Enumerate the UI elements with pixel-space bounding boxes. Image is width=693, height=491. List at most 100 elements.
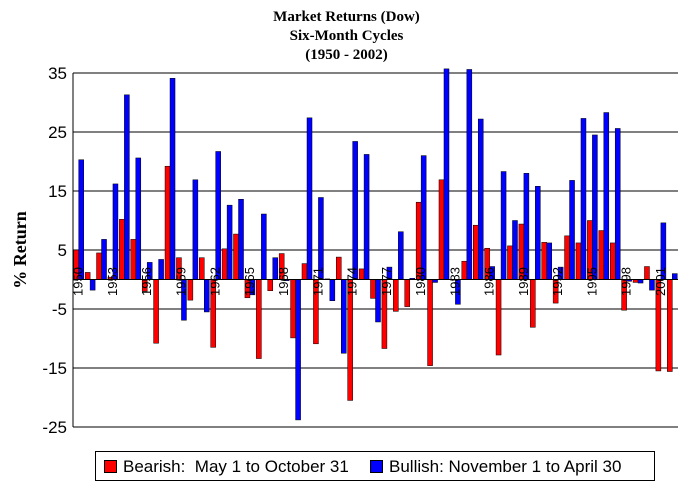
x-tick-label: 1983 — [447, 267, 462, 296]
legend-item-bearish: Bearish: May 1 to October 31 — [104, 457, 349, 477]
bar-bullish — [672, 273, 678, 280]
bar-bearish — [575, 242, 582, 280]
bar-bullish — [592, 134, 598, 280]
bar-bullish — [420, 155, 427, 280]
chart-title-line-2: Six-Month Cycles — [289, 28, 404, 44]
bar-bearish — [530, 279, 536, 328]
bar-bearish — [347, 279, 353, 401]
bar-bearish — [541, 242, 547, 280]
legend-item-bullish: Bullish: November 1 to April 30 — [370, 457, 621, 477]
bar-bullish — [569, 180, 575, 280]
x-tick-label: 1998 — [619, 267, 634, 296]
x-tick-label: 1995 — [584, 267, 599, 296]
bar-bearish — [267, 279, 274, 291]
bar-bullish — [523, 173, 530, 280]
y-tick-label: 15 — [48, 182, 67, 201]
bar-bearish — [301, 263, 308, 280]
x-tick-label: 1956 — [139, 267, 154, 296]
y-tick-label: 5 — [58, 241, 67, 260]
legend-label-bullish: Bullish: November 1 to April 30 — [389, 457, 622, 476]
axis-labels: 35 25 15 5 -5 -15 -25 1950 1953 1956 1959 1962 1965 1… — [10, 64, 668, 437]
bar-bearish — [461, 260, 468, 280]
bar-bearish — [598, 230, 605, 280]
bar-bullish — [500, 171, 507, 280]
y-tick-label: 25 — [48, 123, 67, 142]
bar-bullish — [158, 259, 164, 280]
x-tick-label: 1989 — [516, 267, 531, 296]
bar-bearish — [404, 279, 410, 307]
x-tick-label: 1974 — [345, 267, 360, 296]
y-tick-label: -5 — [52, 300, 67, 319]
x-tick-label: 1971 — [310, 267, 325, 296]
bar-bullish — [169, 78, 176, 280]
bar-bearish — [256, 279, 262, 359]
bar-bearish — [164, 165, 171, 280]
x-tick-label: 1953 — [105, 267, 120, 296]
bars — [73, 68, 678, 421]
x-tick-label: 1980 — [413, 267, 428, 296]
bar-bullish — [261, 213, 267, 280]
bar-bullish — [124, 94, 130, 280]
x-tick-label: 1977 — [379, 267, 394, 296]
bar-bearish — [187, 279, 194, 301]
bar-bullish — [580, 118, 587, 280]
bar-bullish — [352, 141, 358, 280]
bar-bullish — [89, 279, 96, 291]
chart-title-line-3: (1950 - 2002) — [305, 47, 388, 63]
bar-bearish — [370, 279, 376, 299]
y-tick-label: -25 — [42, 418, 67, 437]
bar-bearish — [609, 242, 616, 280]
bar-bullish — [443, 68, 450, 280]
bar-bearish — [564, 235, 570, 280]
bar-bullish — [135, 157, 142, 280]
bar-bearish — [507, 245, 513, 280]
x-tick-label: 1992 — [550, 267, 565, 296]
y-tick-label: -15 — [42, 359, 67, 378]
bar-bearish — [438, 179, 445, 280]
bar-bearish — [96, 252, 102, 280]
bar-bearish — [667, 279, 673, 372]
axes — [72, 73, 678, 427]
y-axis-title: % Return — [10, 211, 30, 289]
bar-bearish — [199, 257, 205, 280]
bar-bearish — [427, 279, 433, 366]
bar-bullish — [215, 151, 221, 280]
bar-bullish — [329, 279, 336, 301]
bar-bearish — [495, 279, 502, 356]
x-tick-label: 1950 — [71, 267, 86, 296]
x-tick-label: 1968 — [276, 267, 291, 296]
bar-bullish — [477, 118, 484, 280]
bar-bullish — [295, 279, 301, 421]
bar-bearish — [644, 266, 650, 280]
bar-bearish — [472, 224, 479, 280]
bar-bullish — [78, 159, 84, 280]
bar-bullish — [637, 279, 644, 284]
bar-bearish — [119, 219, 125, 280]
legend-swatch-bearish — [104, 460, 117, 473]
bar-bullish — [614, 128, 621, 280]
legend-swatch-bullish — [370, 460, 383, 473]
bar-bullish — [363, 154, 370, 280]
bar-bearish — [130, 239, 137, 280]
x-tick-label: 1965 — [242, 267, 257, 296]
bar-bullish — [192, 179, 199, 280]
bar-bullish — [112, 183, 119, 280]
chart-legend: Bearish: May 1 to October 31 Bullish: No… — [95, 451, 655, 481]
x-tick-label: 1959 — [173, 267, 188, 296]
x-tick-label: 2001 — [653, 267, 668, 296]
bar-bullish — [306, 117, 313, 280]
bar-bearish — [358, 268, 365, 280]
bar-bullish — [398, 231, 404, 280]
bar-bullish — [603, 112, 610, 280]
bar-bearish — [393, 279, 399, 312]
chart-title-line-1: Market Returns (Dow) — [273, 9, 420, 25]
bar-bullish — [226, 204, 233, 280]
x-tick-label: 1986 — [482, 267, 497, 296]
y-tick-label: 35 — [48, 64, 67, 83]
bar-bearish — [84, 272, 91, 280]
bar-bearish — [290, 279, 296, 339]
x-tick-label: 1962 — [208, 267, 223, 296]
bar-bullish — [466, 69, 473, 280]
bar-bearish — [221, 248, 228, 280]
